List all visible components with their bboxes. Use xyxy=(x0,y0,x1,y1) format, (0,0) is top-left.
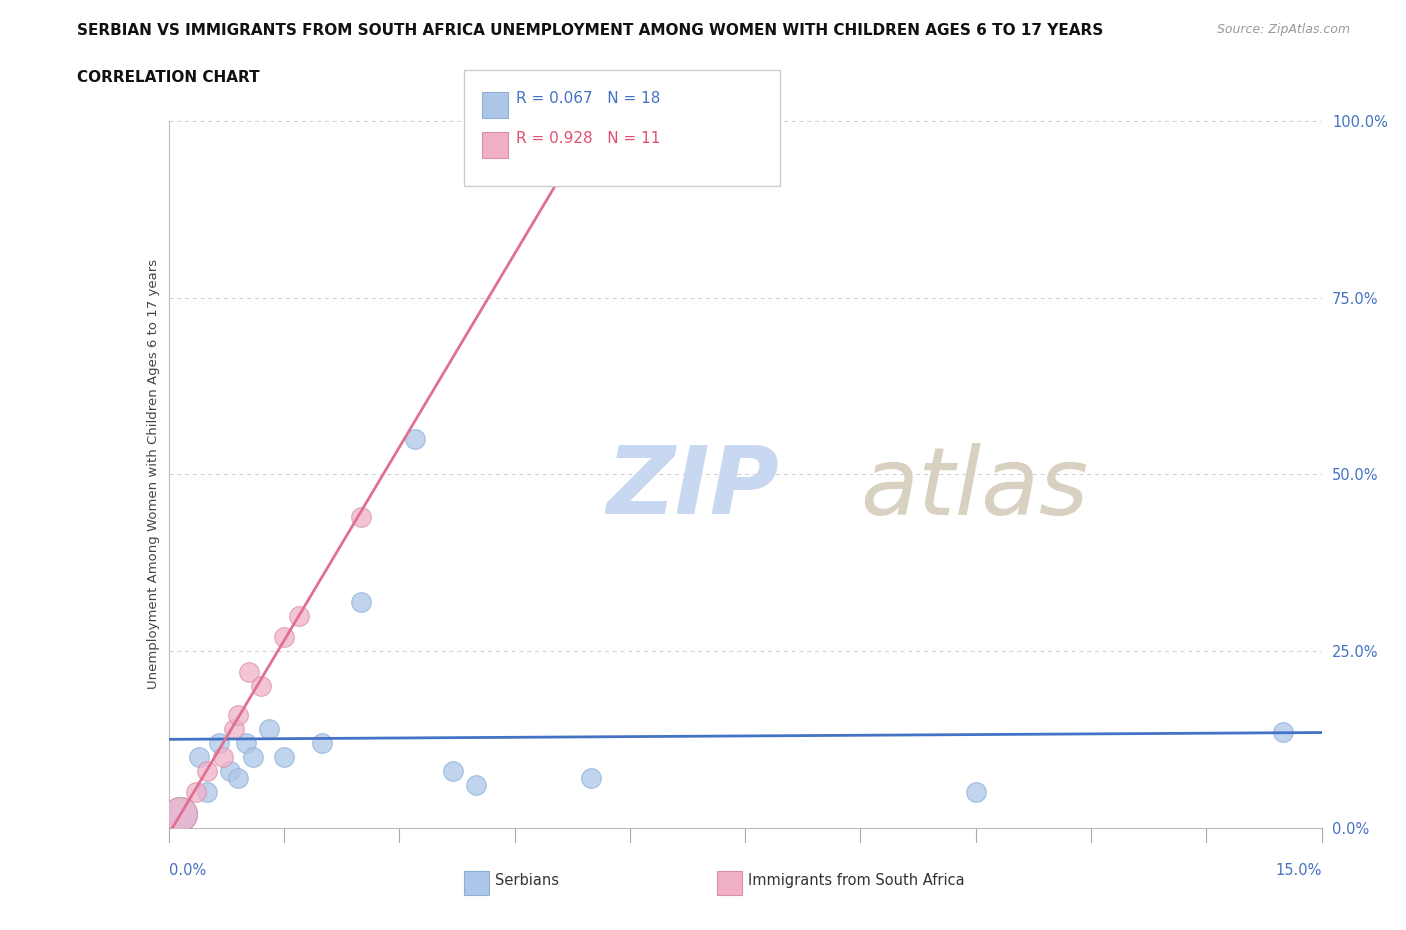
Text: 0.0%: 0.0% xyxy=(169,863,205,878)
Point xyxy=(169,806,191,821)
Point xyxy=(169,806,191,821)
Point xyxy=(184,785,207,800)
Point xyxy=(288,608,311,623)
Text: atlas: atlas xyxy=(860,443,1088,534)
Y-axis label: Unemployment Among Women with Children Ages 6 to 17 years: Unemployment Among Women with Children A… xyxy=(148,259,160,689)
Point xyxy=(238,665,260,680)
Text: Source: ZipAtlas.com: Source: ZipAtlas.com xyxy=(1216,23,1350,36)
Point xyxy=(273,630,295,644)
Point xyxy=(250,679,273,694)
Text: Serbians: Serbians xyxy=(495,873,560,888)
Point xyxy=(188,750,211,764)
Text: 15.0%: 15.0% xyxy=(1275,863,1322,878)
Text: ZIP: ZIP xyxy=(607,443,780,535)
Point xyxy=(465,777,488,792)
Point xyxy=(195,764,218,778)
Point xyxy=(226,771,249,786)
Point xyxy=(226,707,249,722)
Point xyxy=(581,771,603,786)
Point xyxy=(1272,724,1295,739)
Text: R = 0.928   N = 11: R = 0.928 N = 11 xyxy=(516,131,661,146)
Text: Immigrants from South Africa: Immigrants from South Africa xyxy=(748,873,965,888)
Point xyxy=(219,764,242,778)
Point xyxy=(222,722,245,737)
Point xyxy=(350,510,373,525)
Point xyxy=(195,785,218,800)
Point xyxy=(273,750,295,764)
Point xyxy=(965,785,987,800)
Point xyxy=(235,736,257,751)
Point xyxy=(441,764,464,778)
Text: R = 0.067   N = 18: R = 0.067 N = 18 xyxy=(516,91,661,106)
Point xyxy=(208,736,231,751)
Point xyxy=(350,594,373,609)
Point xyxy=(257,722,280,737)
Point xyxy=(311,736,333,751)
Text: CORRELATION CHART: CORRELATION CHART xyxy=(77,70,260,85)
Point xyxy=(404,432,426,446)
Text: SERBIAN VS IMMIGRANTS FROM SOUTH AFRICA UNEMPLOYMENT AMONG WOMEN WITH CHILDREN A: SERBIAN VS IMMIGRANTS FROM SOUTH AFRICA … xyxy=(77,23,1104,38)
Point xyxy=(242,750,264,764)
Point xyxy=(211,750,233,764)
